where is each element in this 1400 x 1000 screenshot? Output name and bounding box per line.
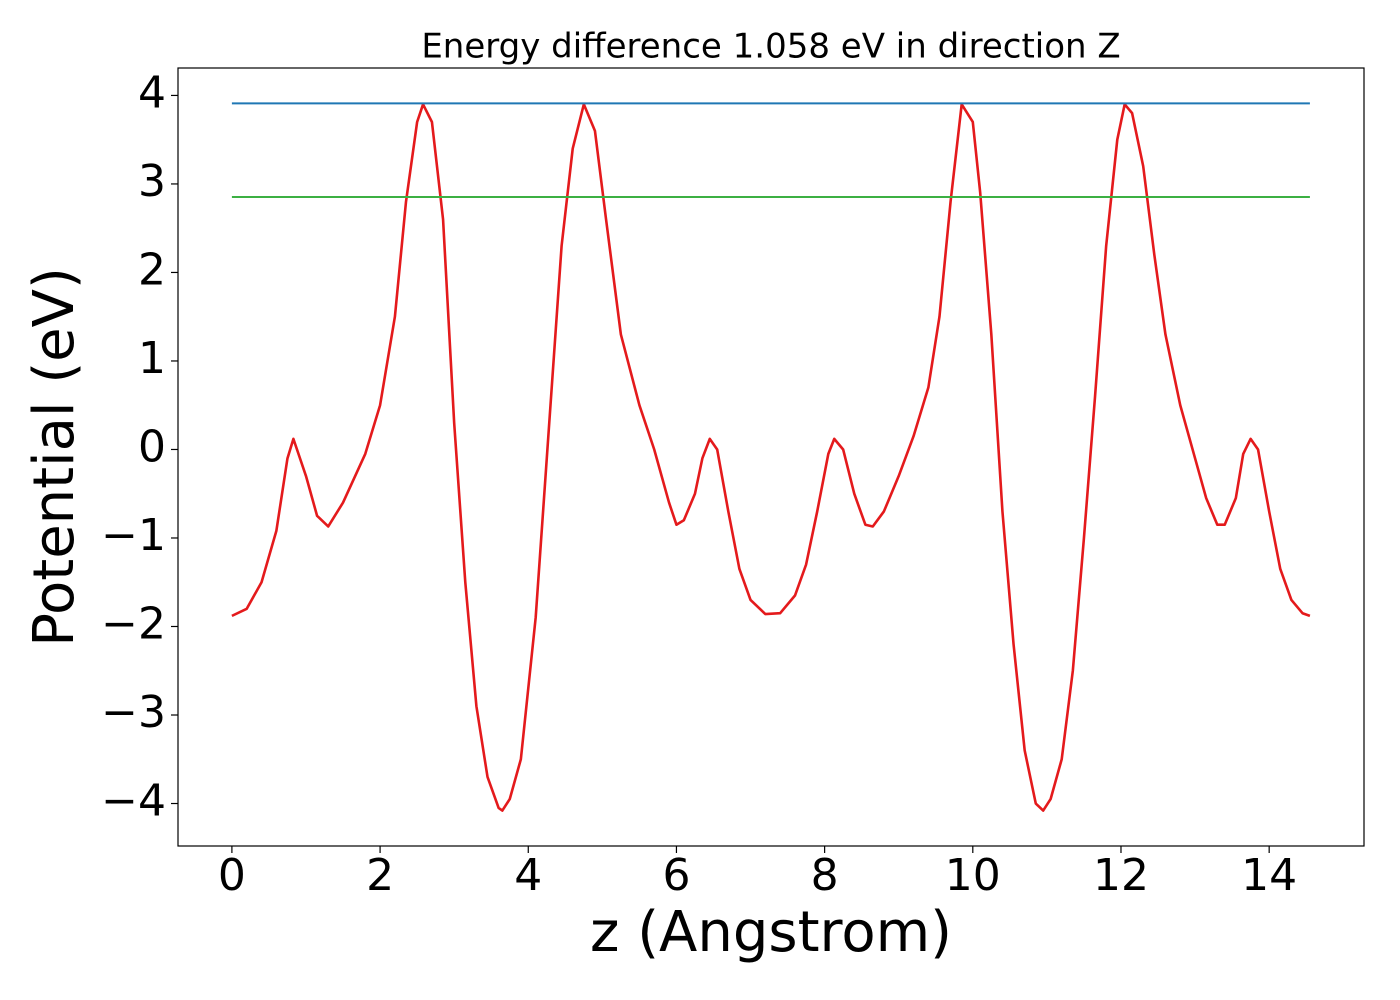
y-tick-label: 0 [138,421,166,472]
x-tick-label: 2 [366,850,394,901]
x-tick-label: 6 [662,850,690,901]
plot-frame [177,67,1365,847]
line-series [231,102,1311,812]
y-tick-label: −4 [101,776,166,827]
y-axis-label: Potential (eV) [22,267,87,647]
x-tick-label: 14 [1241,850,1297,901]
x-tick-label: 10 [945,850,1001,901]
y-tick-label: 1 [138,333,166,384]
y-tick-label: −3 [101,687,166,738]
y-tick-label: −2 [101,598,166,649]
x-tick-label: 8 [811,850,839,901]
y-tick-label: 3 [138,156,166,207]
x-tick-label: 0 [218,850,246,901]
x-tick-label: 4 [514,850,542,901]
y-tick-label: 4 [138,67,166,118]
y-tick-label: −1 [101,510,166,561]
y-tick-label: 2 [138,244,166,295]
x-tick-label: 12 [1093,850,1149,901]
chart-title: Energy difference 1.058 eV in direction … [421,27,1120,67]
x-axis-label: z (Angstrom) [590,900,952,965]
